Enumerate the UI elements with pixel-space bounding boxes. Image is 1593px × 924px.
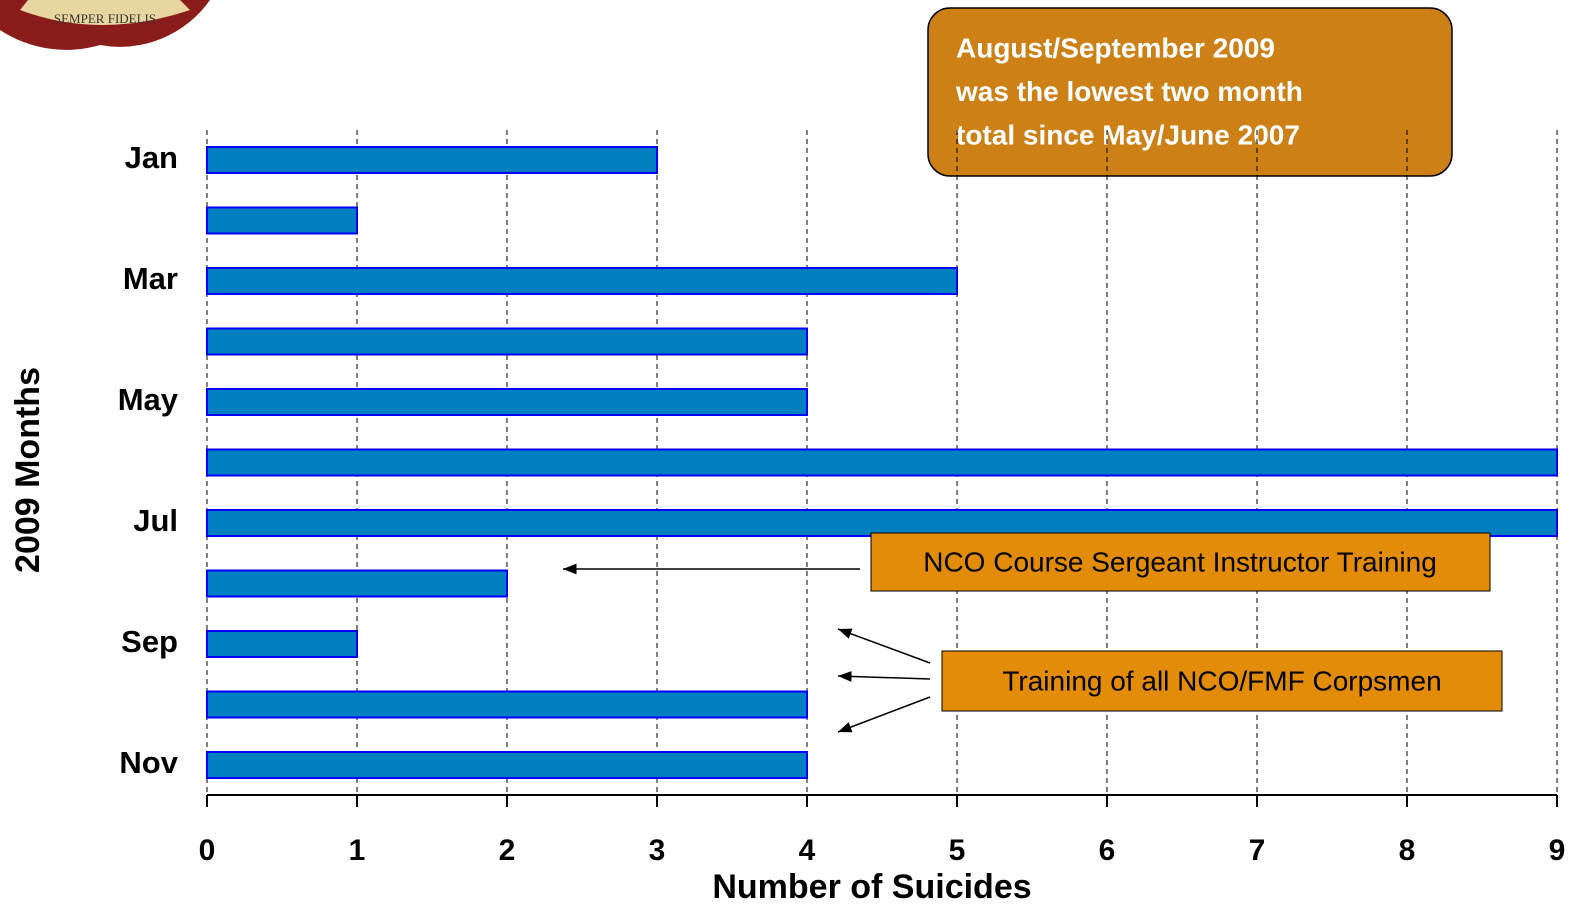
callout: August/September 2009 was the lowest two …: [927, 7, 1453, 177]
x-tick-label: 9: [1549, 834, 1566, 867]
bar: [206, 206, 358, 235]
x-axis-label: Number of Suicides: [712, 868, 1031, 906]
bar: [206, 327, 808, 356]
bar: [206, 690, 808, 719]
y-tick-label: Jan: [125, 140, 178, 175]
bar: [206, 448, 1558, 477]
bar: [206, 569, 508, 598]
y-tick-label: May: [118, 382, 179, 417]
x-tick-label: 3: [649, 834, 666, 867]
logo-text: SEMPER FIDELIS: [54, 11, 156, 26]
x-tick-label: 6: [1099, 834, 1116, 867]
bar: [206, 146, 658, 174]
y-tick-label: Jul: [133, 503, 178, 538]
annotation-box: [870, 532, 1491, 592]
arrow: [837, 696, 931, 733]
x-tick-label: 2: [499, 834, 516, 867]
y-tick-label: Mar: [123, 261, 178, 296]
callout-box: [927, 7, 1453, 177]
bar: [206, 630, 358, 658]
x-tick-label: 7: [1249, 834, 1266, 867]
y-tick-label: Nov: [119, 745, 178, 780]
x-tick-label: 4: [799, 834, 816, 867]
annotation-box: [941, 650, 1503, 712]
bar: [206, 388, 808, 416]
bar: [206, 509, 1558, 537]
x-tick-label: 5: [949, 834, 966, 867]
callout-text: total since May/June 2007: [956, 119, 1300, 150]
y-tick-label: Sep: [121, 624, 178, 659]
y-axis-label: 2009 Months: [9, 367, 47, 573]
x-tick-label: 8: [1399, 834, 1416, 867]
callout-text: was the lowest two month: [955, 76, 1303, 107]
bar: [206, 751, 808, 779]
x-tick-label: 1: [349, 834, 366, 867]
logo-band: [20, 0, 190, 25]
callout-text: August/September 2009: [956, 32, 1275, 63]
bar: [206, 267, 958, 295]
arrow: [837, 671, 931, 682]
logo: SEMPER FIDELIS: [0, 0, 210, 50]
arrow: [837, 628, 931, 664]
annotation-text: NCO Course Sergeant Instructor Training: [923, 546, 1437, 577]
x-tick-label: 0: [199, 834, 216, 867]
annotation-text: Training of all NCO/FMF Corpsmen: [1002, 665, 1441, 696]
